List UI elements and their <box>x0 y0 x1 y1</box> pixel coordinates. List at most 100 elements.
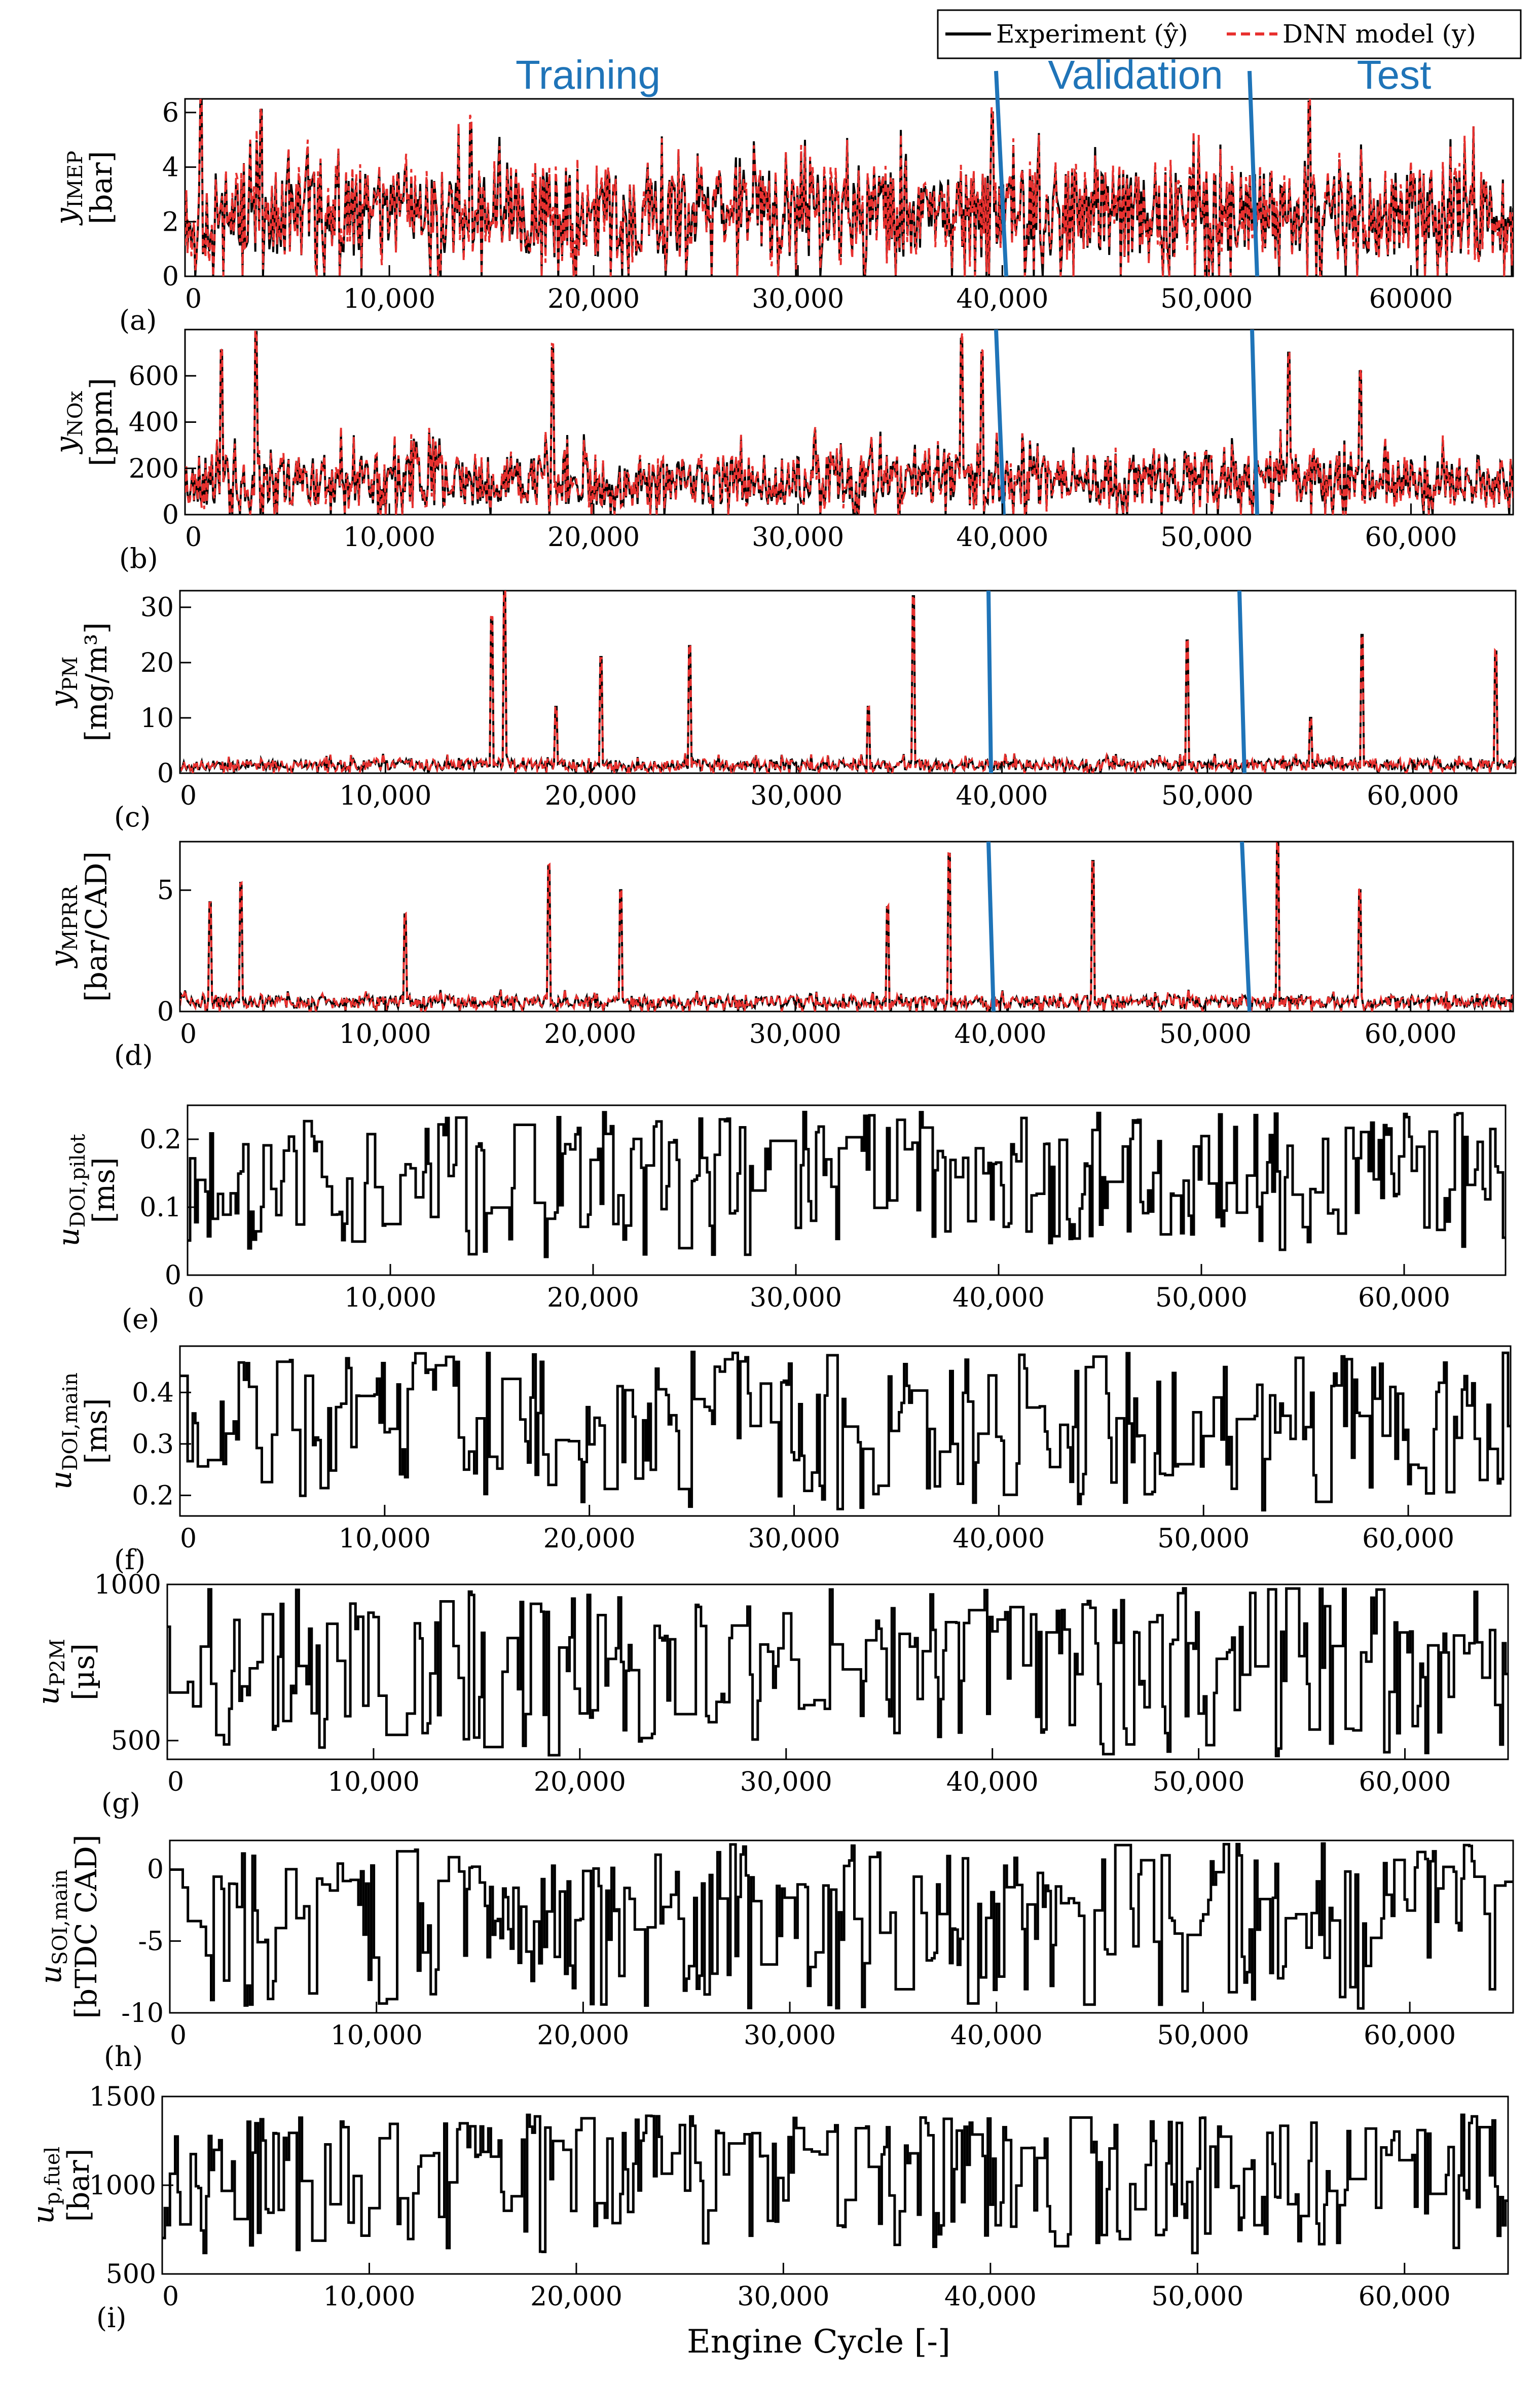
xtick-label-f-5: 50,000 <box>1157 1524 1250 1554</box>
xtick-label-d-5: 50,000 <box>1159 1019 1252 1050</box>
xtick-label-b-0: 0 <box>185 522 202 553</box>
xtick-label-e-4: 40,000 <box>952 1283 1045 1313</box>
ytick-label-b-0: 0 <box>162 500 179 530</box>
xtick-label-e-1: 10,000 <box>344 1283 436 1313</box>
xtick-label-b-6: 60,000 <box>1365 522 1457 553</box>
ylabel-sub-a: IMEP <box>64 151 87 208</box>
y-axis-label-b: yNOx <box>49 390 87 455</box>
ytick-label-c-3: 30 <box>140 593 174 623</box>
y-axis-label-e: uDOI,pilot <box>51 1134 90 1246</box>
axes-box-e <box>187 1104 1507 1276</box>
axes-box-d <box>179 841 1514 1013</box>
series-experiment-f <box>180 1351 1511 1512</box>
xtick-label-e-5: 50,000 <box>1155 1283 1248 1313</box>
ytick-label-b-1: 200 <box>129 454 179 484</box>
panel-label-i: (i) <box>96 2302 126 2334</box>
xtick-label-f-0: 0 <box>180 1524 197 1554</box>
xtick-label-g-2: 20,000 <box>534 1767 626 1797</box>
xtick-label-h-3: 30,000 <box>744 2020 836 2051</box>
ylabel-sub-c: PM <box>59 657 82 691</box>
xtick-label-c-0: 0 <box>180 781 197 811</box>
ytick-label-c-1: 10 <box>140 703 174 734</box>
ytick-label-e-0: 0 <box>165 1260 181 1291</box>
y-axis-label-i: up,fuel <box>26 2147 64 2224</box>
xtick-label-d-1: 10,000 <box>339 1019 431 1050</box>
axes-box-c <box>179 590 1517 774</box>
xtick-label-h-5: 50,000 <box>1157 2020 1249 2051</box>
xtick-label-c-2: 20,000 <box>545 781 637 811</box>
xtick-label-a-2: 20,000 <box>547 284 640 314</box>
xtick-label-g-4: 40,000 <box>946 1767 1039 1797</box>
series-experiment-e <box>188 1110 1506 1258</box>
ytick-label-f-2: 0.4 <box>132 1378 174 1408</box>
series-dnn-a <box>185 99 1513 276</box>
series-dnn-d <box>180 842 1513 1011</box>
ylabel-sub-g: P2M <box>46 1639 69 1686</box>
xtick-label-h-0: 0 <box>170 2020 187 2051</box>
panel-d: 0 5 0 10,000 20,000 30,000 40,000 50,000 60,000 (… <box>44 841 1514 1071</box>
xtick-label-i-0: 0 <box>162 2282 179 2312</box>
y-axis-label-f: uDOI,main <box>44 1372 82 1490</box>
ylabel-sub-f: DOI,main <box>59 1372 82 1471</box>
ylabel-sub-b: NOx <box>64 390 87 437</box>
ytick-label-c-0: 0 <box>157 758 174 789</box>
xtick-label-h-2: 20,000 <box>537 2020 629 2051</box>
x-axis-label: Engine Cycle [-] <box>687 2323 950 2361</box>
xtick-label-c-3: 30,000 <box>750 781 842 811</box>
ylabel-var-e: u <box>51 1227 86 1246</box>
series-dnn-b <box>185 330 1513 515</box>
panel-h: -10 -5 0 0 10,000 20,000 30,000 40,000 50,000 60,… <box>33 1834 1514 2073</box>
ytick-label-i-1: 1000 <box>89 2171 156 2201</box>
ytick-label-a-3: 6 <box>162 98 179 128</box>
xtick-label-i-2: 20,000 <box>530 2282 622 2312</box>
xtick-label-i-4: 40,000 <box>944 2282 1037 2312</box>
panel-label-b: (b) <box>119 543 158 574</box>
ytick-label-f-1: 0.3 <box>132 1429 174 1460</box>
y-axis-label-d: yMPRR <box>44 885 82 969</box>
y-axis-unit-e: [ms] <box>87 1157 121 1223</box>
panel-label-f: (f) <box>114 1544 145 1576</box>
segment-label-training: Training <box>516 52 661 97</box>
segment-label-test: Test <box>1357 52 1432 97</box>
ytick-label-h-0: -10 <box>121 1998 164 2029</box>
xtick-label-d-0: 0 <box>180 1019 197 1050</box>
y-axis-label-h: uSOI,main <box>33 1869 72 1984</box>
xtick-label-i-6: 60,000 <box>1359 2282 1451 2312</box>
ylabel-var-h: u <box>33 1965 68 1984</box>
ytick-label-f-0: 0.2 <box>132 1480 174 1511</box>
axes-box-i <box>161 2095 1509 2275</box>
panel-label-a: (a) <box>119 304 157 336</box>
series-dnn-c <box>180 591 1516 773</box>
xtick-label-g-3: 30,000 <box>740 1767 832 1797</box>
ylabel-sub-e: DOI,pilot <box>66 1134 90 1227</box>
xtick-label-e-2: 20,000 <box>547 1283 639 1313</box>
xtick-label-c-6: 60,000 <box>1367 781 1459 811</box>
panel-e: 0 0.1 0.2 0 10,000 20,000 30,000 40,000 50,000 60… <box>51 1104 1507 1335</box>
xtick-label-a-5: 50,000 <box>1160 284 1253 314</box>
xtick-label-d-6: 60,000 <box>1365 1019 1457 1050</box>
ytick-label-g-0: 500 <box>111 1726 161 1756</box>
xtick-label-d-3: 30,000 <box>749 1019 841 1050</box>
y-axis-label-g: uP2M <box>31 1639 69 1705</box>
segment-boundary-d-0 <box>986 841 996 1012</box>
xtick-label-e-6: 60,000 <box>1358 1283 1450 1313</box>
ytick-label-e-2: 0.2 <box>139 1125 181 1155</box>
xtick-label-a-1: 10,000 <box>343 284 435 314</box>
panel-g: 500 1000 0 10,000 20,000 30,000 40,000 50,000 60… <box>31 1570 1509 1819</box>
panel-c: 0 10 20 30 0 10,000 20,000 30,000 40,000 50,000 60… <box>44 590 1517 833</box>
xtick-label-g-0: 0 <box>167 1767 184 1797</box>
ytick-label-g-1: 1000 <box>94 1570 161 1600</box>
panel-label-h: (h) <box>104 2041 143 2073</box>
panel-f: 0.2 0.3 0.4 0 10,000 20,000 30,000 40,000 50,000… <box>44 1345 1512 1576</box>
xtick-label-h-6: 60,000 <box>1364 2020 1456 2051</box>
ylabel-var-b: y <box>49 436 83 455</box>
ytick-label-h-1: -5 <box>138 1926 164 1957</box>
xtick-label-a-0: 0 <box>185 284 202 314</box>
xtick-label-f-2: 20,000 <box>543 1524 636 1554</box>
xtick-label-a-4: 40,000 <box>956 284 1048 314</box>
ylabel-sub-d: MPRR <box>59 885 82 951</box>
ytick-label-a-2: 4 <box>162 153 179 183</box>
legend-label-experiment: Experiment (ŷ) <box>996 19 1188 49</box>
